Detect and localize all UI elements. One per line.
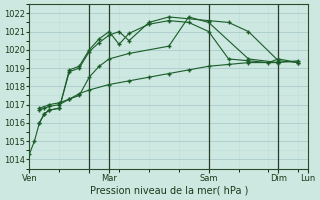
- X-axis label: Pression niveau de la mer( hPa ): Pression niveau de la mer( hPa ): [90, 186, 248, 196]
